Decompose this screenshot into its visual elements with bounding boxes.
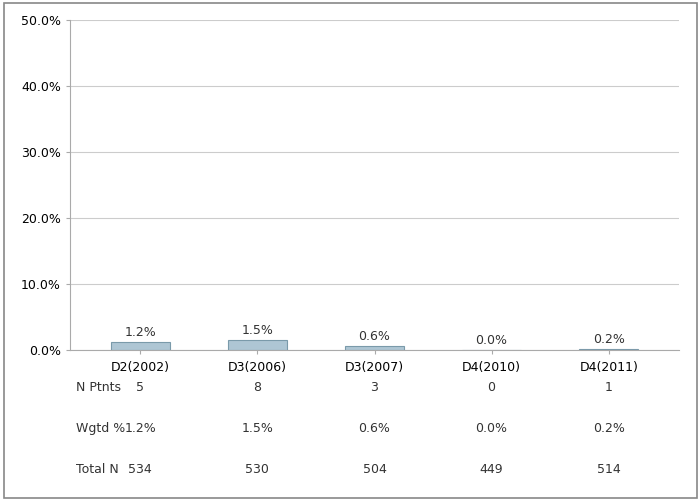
Bar (111, 342, 169, 350)
Text: 1.2%: 1.2% (125, 326, 156, 340)
Text: 8: 8 (253, 382, 261, 394)
Text: 0.6%: 0.6% (358, 330, 391, 344)
Text: 3: 3 (370, 382, 379, 394)
Text: 0.6%: 0.6% (358, 422, 391, 435)
Bar (580, 348, 638, 350)
Text: 504: 504 (363, 463, 386, 476)
Text: Total N: Total N (76, 463, 118, 476)
Text: 0: 0 (488, 382, 496, 394)
Text: 534: 534 (128, 463, 152, 476)
Text: 0.2%: 0.2% (593, 333, 624, 346)
Text: Wgtd %: Wgtd % (76, 422, 125, 435)
Text: 514: 514 (597, 463, 621, 476)
Text: 0.0%: 0.0% (475, 422, 507, 435)
Text: 449: 449 (480, 463, 503, 476)
Text: 1: 1 (605, 382, 612, 394)
Text: 1.5%: 1.5% (241, 422, 273, 435)
Text: 0.2%: 0.2% (593, 422, 624, 435)
Bar (228, 340, 287, 350)
Text: 0.0%: 0.0% (475, 334, 507, 347)
Text: 530: 530 (246, 463, 270, 476)
Text: 5: 5 (136, 382, 144, 394)
Text: 1.5%: 1.5% (241, 324, 273, 338)
Bar (345, 346, 404, 350)
Text: N Ptnts: N Ptnts (76, 382, 121, 394)
Text: 1.2%: 1.2% (125, 422, 156, 435)
